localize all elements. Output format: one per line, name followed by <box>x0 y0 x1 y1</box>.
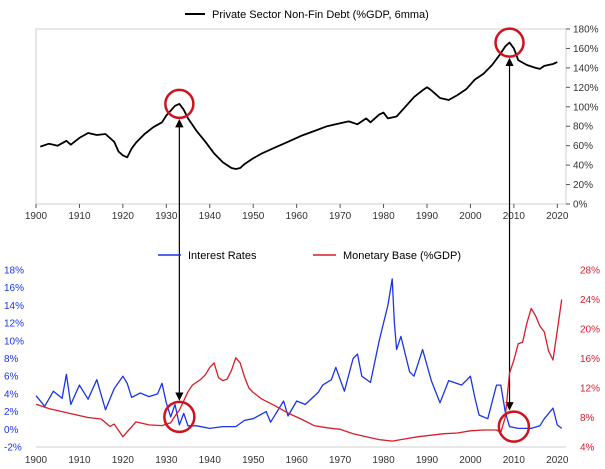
highlight-circle-top-2 <box>494 27 525 58</box>
bottom-x-tick-label-1950: 1950 <box>242 455 265 466</box>
top-x-tick-label-1910: 1910 <box>68 211 91 222</box>
interest-rates-legend-label: Interest Rates <box>188 250 257 262</box>
top-x-tick-label-1990: 1990 <box>416 211 439 222</box>
series-line-private-sector-non-fin-debt-gdp-6mma <box>40 41 558 170</box>
top-x-tick-label-1950: 1950 <box>242 211 265 222</box>
top-legend-label: Private Sector Non-Fin Debt (%GDP, 6mma) <box>212 9 429 21</box>
bottom-left-y-tick-label-2: 2% <box>4 407 19 418</box>
top-x-tick-label-1900: 1900 <box>25 211 48 222</box>
bottom-y-axis-left: -2% 0% 2% 4% 6% 8% 10% 12% 14% 16% 18% <box>4 266 24 454</box>
bottom-left-y-tick-label-4: 4% <box>4 389 19 400</box>
bottom-left-y-tick-label-2: -2% <box>4 443 22 454</box>
bottom-right-y-tick-label-20: 20% <box>580 325 600 336</box>
bottom-right-y-tick-label-16: 16% <box>580 354 600 365</box>
bottom-left-y-tick-label-16: 16% <box>4 283 24 294</box>
bottom-series-layer <box>35 278 563 442</box>
bottom-x-tick-label-1960: 1960 <box>286 455 309 466</box>
bottom-left-y-tick-label-6: 6% <box>4 372 19 383</box>
bottom-x-tick-label-1930: 1930 <box>155 455 178 466</box>
bottom-x-tick-label-1990: 1990 <box>416 455 439 466</box>
top-legend: Private Sector Non-Fin Debt (%GDP, 6mma) <box>185 9 429 21</box>
bottom-left-y-tick-label-10: 10% <box>4 336 24 347</box>
top-x-tick-label-2000: 2000 <box>459 211 482 222</box>
bottom-left-y-tick-label-18: 18% <box>4 266 24 277</box>
highlight-circle-top-1 <box>164 88 195 120</box>
top-y-tick-label-40: 40% <box>573 161 593 172</box>
bottom-x-tick-label-1980: 1980 <box>372 455 395 466</box>
highlight-circle-bottom-1 <box>163 400 196 434</box>
bottom-legend: Interest Rates Monetary Base (%GDP) <box>158 250 461 262</box>
bottom-left-y-tick-label-12: 12% <box>4 319 24 330</box>
top-y-tick-label-0: 0% <box>573 200 588 211</box>
top-y-tick-label-80: 80% <box>573 122 593 133</box>
top-y-axis-right: 0% 20% 40% 60% 80% 100% 120% 140% 160% 180% <box>566 25 599 211</box>
bottom-x-tick-label-1900: 1900 <box>25 455 48 466</box>
bottom-right-y-tick-label-8: 8% <box>580 413 595 424</box>
top-x-tick-label-1940: 1940 <box>199 211 222 222</box>
bottom-x-tick-label-1940: 1940 <box>199 455 222 466</box>
bottom-left-y-tick-label-14: 14% <box>4 301 24 312</box>
top-highlight-layer <box>164 27 525 120</box>
bottom-x-tick-label-1970: 1970 <box>329 455 352 466</box>
series-line-monetary-base-gdp <box>35 299 563 442</box>
top-panel: Private Sector Non-Fin Debt (%GDP, 6mma)… <box>25 9 599 222</box>
top-series-layer <box>40 41 558 170</box>
top-x-tick-label-1930: 1930 <box>155 211 178 222</box>
top-y-tick-label-180: 180% <box>573 25 599 36</box>
top-x-axis: 1900 1910 1920 1930 1940 1950 1960 1970 1980 1990… <box>25 204 569 222</box>
monetary-base-legend-label: Monetary Base (%GDP) <box>343 250 461 262</box>
top-x-tick-label-1960: 1960 <box>286 211 309 222</box>
bottom-y-axis-right: 4% 8% 12% 16% 20% 24% 28% <box>580 266 600 454</box>
top-x-tick-label-1920: 1920 <box>112 211 135 222</box>
highlight-circle-bottom-2 <box>497 410 531 443</box>
bottom-x-tick-label-2020: 2020 <box>546 455 569 466</box>
bottom-x-tick-label-1920: 1920 <box>112 455 135 466</box>
top-x-tick-label-1970: 1970 <box>329 211 352 222</box>
bottom-right-y-tick-label-24: 24% <box>580 295 600 306</box>
series-line-interest-rates <box>35 278 563 430</box>
top-x-tick-label-2020: 2020 <box>546 211 569 222</box>
top-x-tick-label-2010: 2010 <box>503 211 526 222</box>
bottom-x-axis: 1900 1910 1920 1930 1940 1950 1960 1970 1980 1990… <box>25 446 569 466</box>
bottom-x-tick-label-2010: 2010 <box>503 455 526 466</box>
bottom-right-y-tick-label-12: 12% <box>580 384 600 395</box>
top-y-tick-label-140: 140% <box>573 63 599 74</box>
top-x-tick-label-1980: 1980 <box>372 211 395 222</box>
top-y-tick-label-20: 20% <box>573 180 593 191</box>
top-y-tick-label-100: 100% <box>573 102 599 113</box>
top-y-tick-label-60: 60% <box>573 141 593 152</box>
bottom-left-y-tick-label-0: 0% <box>4 425 19 436</box>
top-plot-frame <box>35 28 567 205</box>
bottom-right-y-tick-label-4: 4% <box>580 443 595 454</box>
bottom-right-y-tick-label-28: 28% <box>580 266 600 277</box>
connector-arrows <box>175 57 514 411</box>
bottom-x-tick-label-2000: 2000 <box>459 455 482 466</box>
bottom-highlight-layer <box>163 400 531 443</box>
bottom-panel: Interest Rates Monetary Base (%GDP) 1900… <box>4 250 600 466</box>
top-y-tick-label-160: 160% <box>573 44 599 55</box>
top-y-tick-label-120: 120% <box>573 83 599 94</box>
bottom-left-y-tick-label-8: 8% <box>4 354 19 365</box>
bottom-x-tick-label-1910: 1910 <box>68 455 91 466</box>
